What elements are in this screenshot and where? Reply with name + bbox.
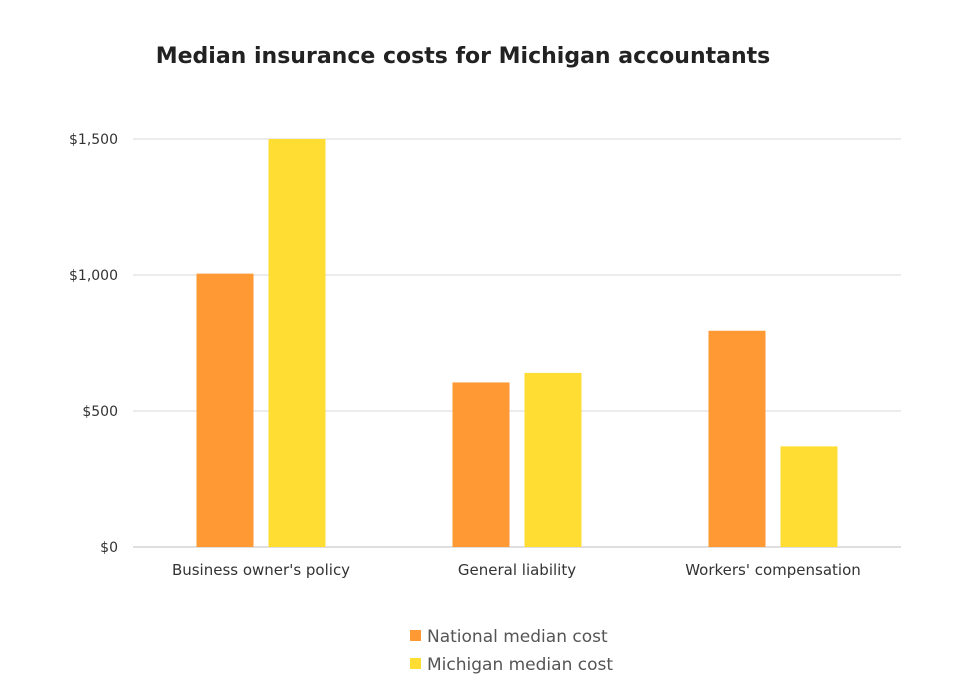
x-tick-label: General liability	[458, 561, 576, 579]
legend-swatch	[410, 630, 421, 641]
bar-michigan-median-cost-0	[268, 139, 326, 547]
bars	[196, 139, 838, 547]
bar-national-median-cost-2	[708, 330, 766, 547]
y-tick-label: $0	[100, 540, 118, 556]
legend: National median cost Michigan median cost	[410, 627, 613, 675]
legend-swatch	[410, 658, 421, 669]
legend-label: Michigan median cost	[427, 655, 613, 675]
legend-label: National median cost	[427, 627, 608, 647]
bar-national-median-cost-1	[452, 382, 510, 547]
y-tick-label: $1,000	[69, 268, 118, 284]
gridlines	[133, 138, 901, 548]
bar-michigan-median-cost-2	[780, 446, 838, 547]
x-tick-label: Workers' compensation	[685, 561, 861, 579]
x-axis-ticks: Business owner's policy General liability…	[172, 561, 861, 579]
y-tick-label: $500	[82, 404, 118, 420]
x-tick-label: Business owner's policy	[172, 561, 350, 579]
y-axis-ticks: $0 $500 $1,000 $1,500	[69, 132, 118, 556]
bar-michigan-median-cost-1	[524, 372, 582, 547]
bar-national-median-cost-0	[196, 273, 254, 547]
y-tick-label: $1,500	[69, 132, 118, 148]
chart-title: Median insurance costs for Michigan acco…	[156, 44, 771, 69]
